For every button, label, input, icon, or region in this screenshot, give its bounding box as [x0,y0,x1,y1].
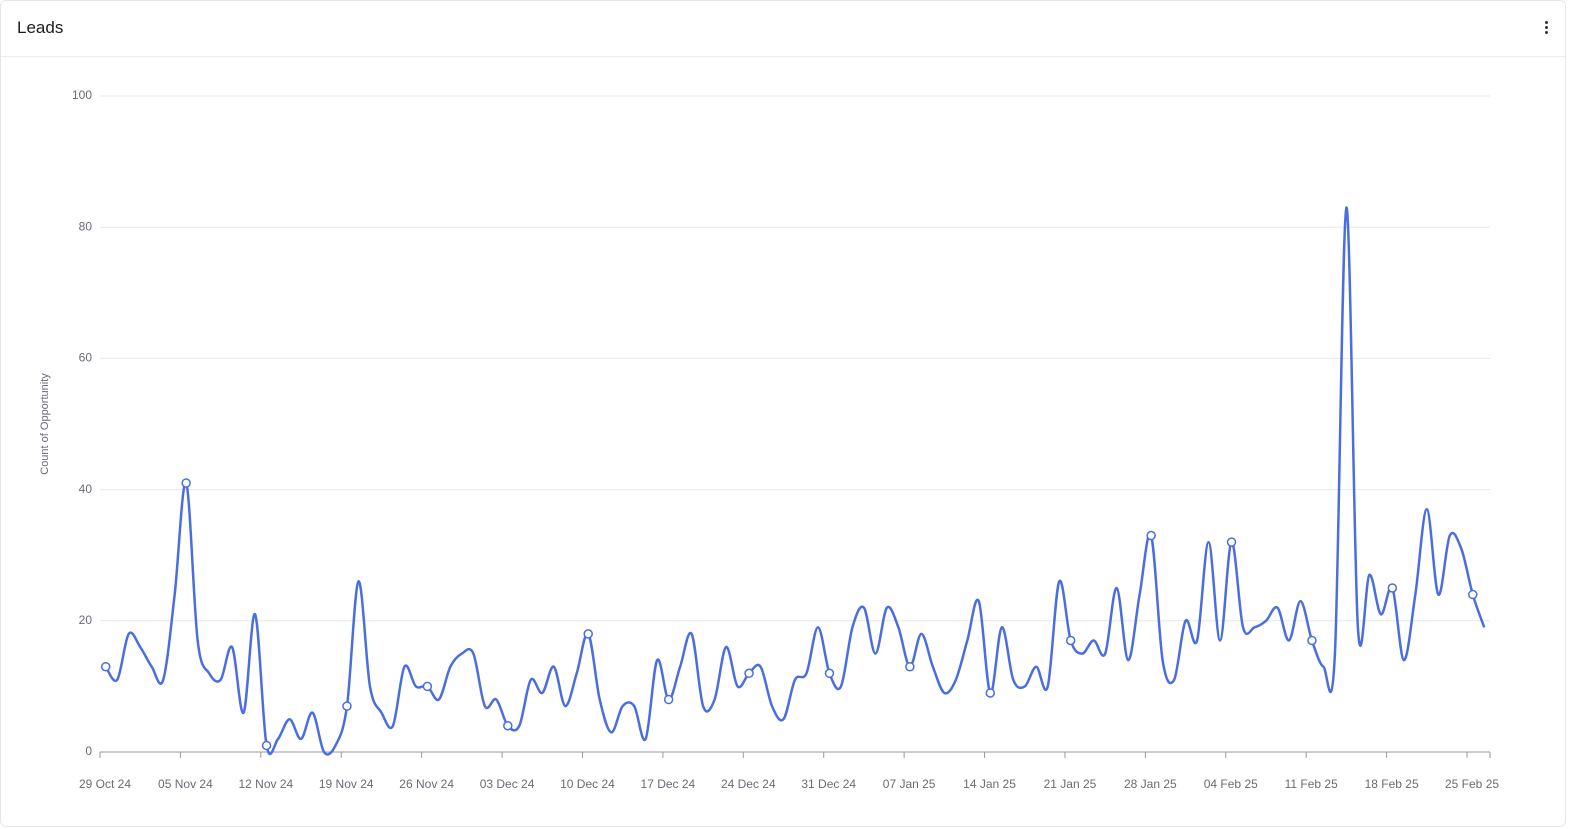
x-tick-label: 19 Nov 24 [319,777,374,791]
point [1226,537,1237,547]
y-tick-label: 0 [85,744,92,758]
y-tick-label: 20 [79,613,93,627]
y-axis-label: Count of Opportunity [39,373,51,475]
x-tick-label: 17 Dec 24 [641,777,696,791]
point [1468,589,1478,600]
card-title: Leads [17,18,64,37]
y-tick-label: 80 [79,219,93,233]
point [261,740,272,751]
x-tick-label: 21 Jan 25 [1044,777,1097,791]
x-tick-label: 03 Dec 24 [480,777,535,791]
x-tick-label: 24 Dec 24 [721,777,776,791]
point [422,681,433,692]
point [985,688,996,698]
point [1065,635,1076,646]
x-tick-label: 07 Jan 25 [883,777,936,791]
x-tick-label: 18 Feb 25 [1365,777,1419,791]
x-tick-label: 25 Feb 25 [1445,777,1499,791]
y-tick-label: 40 [79,482,93,496]
x-tick-label: 12 Nov 24 [238,777,293,791]
x-tick-label: 11 Feb 25 [1285,777,1338,791]
point [1387,583,1398,593]
x-tick-label: 05 Nov 24 [158,777,213,791]
point [1146,530,1156,541]
x-tick-label: 10 Dec 24 [560,777,615,791]
point [100,661,111,672]
card-header: Leads [1,1,1565,57]
point [905,661,915,672]
point [342,701,352,711]
point [824,668,835,679]
point [181,478,191,488]
point [583,629,593,639]
x-tick-label: 26 Nov 24 [399,777,454,791]
menu-button[interactable] [1545,21,1549,35]
point [744,668,754,679]
point [503,721,513,731]
x-tick-label: 14 Jan 25 [963,777,1016,791]
point [1307,635,1317,646]
y-tick-label: 60 [79,351,93,365]
point [663,694,674,705]
x-tick-label: 31 Dec 24 [801,777,856,791]
y-tick-label: 100 [72,88,92,102]
x-tick-label: 29 Oct 24 [79,777,131,791]
x-tick-label: 28 Jan 25 [1124,777,1177,791]
x-tick-label: 04 Feb 25 [1204,777,1258,791]
line [104,206,1486,756]
